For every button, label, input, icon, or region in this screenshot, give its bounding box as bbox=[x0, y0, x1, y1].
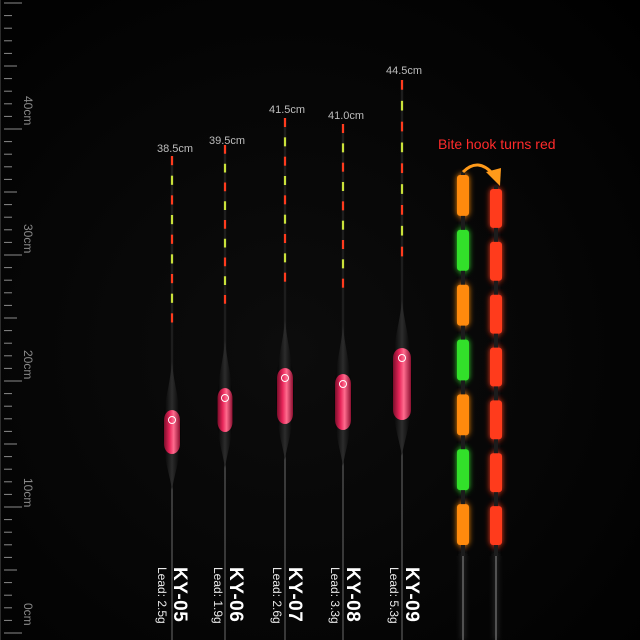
brand-logo-icon bbox=[281, 374, 289, 382]
float-body bbox=[335, 374, 351, 430]
tip-light-segment bbox=[457, 284, 469, 326]
lead-weight: Lead: 3.3g bbox=[328, 567, 342, 624]
tip-light-segment bbox=[457, 394, 469, 436]
ruler-label-10: 10cm bbox=[21, 478, 35, 508]
lead-weight: Lead: 2.5g bbox=[155, 567, 169, 624]
bite-caption: Bite hook turns red bbox=[438, 136, 556, 152]
brand-logo-icon bbox=[168, 416, 176, 424]
ruler-scale bbox=[0, 0, 22, 640]
tip-light-segment bbox=[490, 189, 502, 228]
float-spec-ky07: KY-07 Lead: 2.6g bbox=[270, 567, 305, 624]
lead-weight: Lead: 2.6g bbox=[270, 567, 284, 624]
model-code: KY-05 bbox=[169, 567, 190, 623]
float-spec-ky05: KY-05 Lead: 2.5g bbox=[155, 567, 190, 624]
ruler-label-40: 40cm bbox=[21, 96, 35, 126]
ruler-label-0: 0cm bbox=[21, 603, 35, 626]
float-spec-ky06: KY-06 Lead: 1.9g bbox=[211, 567, 246, 624]
float-ky05 bbox=[163, 156, 181, 640]
tip-light-segment bbox=[490, 453, 502, 493]
brand-logo-icon bbox=[339, 380, 347, 388]
ruler-label-20: 20cm bbox=[21, 350, 35, 380]
brand-logo-icon bbox=[398, 354, 406, 362]
float-length-label: 41.5cm bbox=[268, 104, 306, 116]
bite-arrow-icon bbox=[461, 163, 501, 186]
float-body bbox=[164, 410, 180, 454]
model-code: KY-07 bbox=[284, 567, 305, 623]
tip-light-segment bbox=[457, 449, 469, 491]
tip-light-segment bbox=[457, 175, 469, 216]
float-ky06 bbox=[217, 145, 233, 640]
float-ky07 bbox=[276, 118, 294, 640]
model-code: KY-06 bbox=[225, 567, 246, 623]
tip-light-segment bbox=[457, 229, 469, 271]
float-length-label: 41.0cm bbox=[327, 110, 365, 122]
model-code: KY-08 bbox=[342, 567, 363, 623]
float-spec-ky09: KY-09 Lead: 5.3g bbox=[387, 567, 422, 624]
tip-light-segment bbox=[457, 339, 469, 381]
tip-light-segment bbox=[490, 347, 502, 387]
lit-tip-normal bbox=[457, 172, 469, 640]
float-spec-ky08: KY-08 Lead: 3.3g bbox=[328, 567, 363, 624]
lead-weight: Lead: 1.9g bbox=[211, 567, 225, 624]
model-code: KY-09 bbox=[401, 567, 422, 623]
float-ky09 bbox=[392, 80, 412, 640]
float-length-label: 38.5cm bbox=[156, 143, 194, 155]
ruler-label-30: 30cm bbox=[21, 224, 35, 254]
lit-tip-bite-red bbox=[490, 186, 502, 640]
float-body bbox=[393, 348, 411, 420]
brand-logo-icon bbox=[221, 394, 229, 402]
tip-light-segment bbox=[490, 294, 502, 334]
tip-light-segment bbox=[490, 400, 502, 440]
float-length-label: 39.5cm bbox=[208, 135, 246, 147]
tip-light-segment bbox=[490, 506, 502, 545]
float-ky08 bbox=[334, 124, 352, 640]
tip-light-segment bbox=[490, 241, 502, 281]
tip-light-segment bbox=[457, 504, 469, 545]
lead-weight: Lead: 5.3g bbox=[387, 567, 401, 624]
float-body bbox=[277, 368, 293, 424]
float-length-label: 44.5cm bbox=[385, 65, 423, 77]
